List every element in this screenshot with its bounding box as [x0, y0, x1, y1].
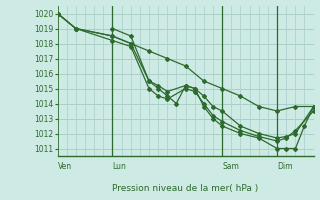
Text: Ven: Ven — [58, 162, 72, 171]
Text: Sam: Sam — [222, 162, 239, 171]
Text: Dim: Dim — [277, 162, 292, 171]
Text: Pression niveau de la mer( hPa ): Pression niveau de la mer( hPa ) — [112, 184, 259, 194]
Text: Lun: Lun — [112, 162, 126, 171]
